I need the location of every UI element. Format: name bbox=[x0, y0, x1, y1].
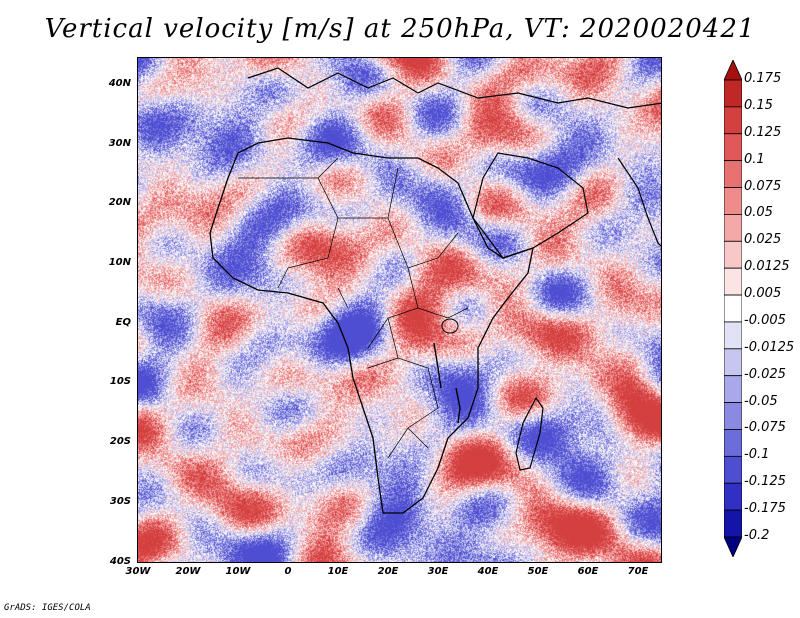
colorbar-label: 0.175 bbox=[744, 71, 782, 86]
colorbar-swatch bbox=[724, 348, 742, 377]
ytick-label: 10S bbox=[109, 376, 131, 387]
colorbar-label: 0.125 bbox=[744, 124, 782, 140]
colorbar-label: -0.025 bbox=[744, 366, 786, 382]
colorbar-label: 0.05 bbox=[744, 205, 773, 221]
colorbar-label: 0.15 bbox=[744, 97, 773, 113]
ytick-label: 20N bbox=[108, 197, 131, 208]
xtick-label: 40E bbox=[477, 566, 499, 577]
colorbar-label: 0.0125 bbox=[744, 259, 790, 275]
ytick-label: 30S bbox=[109, 496, 131, 507]
velocity-field bbox=[138, 58, 661, 562]
colorbar-swatch bbox=[724, 402, 742, 430]
colorbar-label: 0.025 bbox=[744, 232, 782, 248]
colorbar-label: 0.005 bbox=[744, 286, 782, 302]
map-panel bbox=[137, 57, 662, 563]
colorbar-label: -0.005 bbox=[744, 312, 786, 328]
colorbar bbox=[724, 60, 742, 557]
ytick-label: 20S bbox=[109, 436, 131, 447]
colorbar-label: -0.0125 bbox=[744, 339, 795, 355]
colorbar-swatch bbox=[724, 509, 742, 538]
colorbar-label: 0.1 bbox=[744, 151, 765, 167]
colorbar-swatch bbox=[724, 429, 742, 457]
colorbar-label: 0.075 bbox=[744, 178, 782, 194]
colorbar-label: -0.175 bbox=[744, 501, 786, 517]
colorbar-swatch bbox=[724, 133, 742, 162]
colorbar-label: -0.1 bbox=[744, 447, 770, 463]
xtick-label: 70E bbox=[627, 566, 649, 577]
xtick-label: 20W bbox=[175, 566, 201, 577]
lake-victoria bbox=[441, 318, 459, 334]
xtick-label: 10E bbox=[327, 566, 349, 577]
colorbar-swatch bbox=[724, 321, 742, 350]
colorbar-swatch bbox=[724, 60, 742, 81]
colorbar-swatch bbox=[724, 214, 742, 242]
madagascar-coastline bbox=[515, 396, 544, 471]
ytick-label: 40N bbox=[108, 78, 131, 89]
coastlines bbox=[209, 67, 661, 514]
colorbar-swatch bbox=[724, 455, 742, 484]
colorbar-swatch bbox=[724, 79, 742, 108]
colorbar-label: -0.125 bbox=[744, 474, 786, 490]
colorbar-swatch bbox=[724, 536, 742, 557]
ytick-label: EQ bbox=[115, 317, 131, 328]
lake-malawi bbox=[455, 387, 461, 424]
xtick-label: 30W bbox=[125, 566, 151, 577]
xtick-label: 50E bbox=[527, 566, 549, 577]
colorbar-swatch bbox=[724, 294, 742, 323]
colorbar-swatch bbox=[724, 240, 742, 269]
europe-coastline bbox=[247, 67, 661, 109]
colorbar-label: -0.05 bbox=[744, 393, 778, 409]
colorbar-label: -0.075 bbox=[744, 420, 786, 436]
colorbar-swatch bbox=[724, 187, 742, 215]
colorbar-swatch bbox=[724, 482, 742, 511]
colorbar-swatch bbox=[724, 267, 742, 296]
grads-credit: GrADS: IGES/COLA bbox=[4, 603, 91, 613]
colorbar-swatch bbox=[724, 375, 742, 403]
colorbar-swatch bbox=[724, 160, 742, 188]
xtick-label: 10W bbox=[225, 566, 251, 577]
country-borders bbox=[238, 157, 469, 459]
africa-coastline bbox=[209, 137, 534, 514]
ytick-label: 10N bbox=[108, 257, 131, 268]
lake-tanganyika bbox=[433, 342, 442, 389]
arabia-coastline bbox=[472, 152, 589, 259]
xtick-label: 30E bbox=[427, 566, 449, 577]
india-coastline bbox=[617, 157, 661, 247]
ytick-label: 40S bbox=[109, 556, 131, 567]
colorbar-swatch bbox=[724, 106, 742, 135]
map-title: Vertical velocity [m/s] at 250hPa, VT: 2… bbox=[44, 14, 756, 44]
xtick-label: 60E bbox=[577, 566, 599, 577]
xtick-label: 0 bbox=[284, 566, 292, 577]
ytick-label: 30N bbox=[108, 138, 131, 149]
colorbar-label: -0.2 bbox=[744, 528, 770, 543]
xtick-label: 20E bbox=[377, 566, 399, 577]
